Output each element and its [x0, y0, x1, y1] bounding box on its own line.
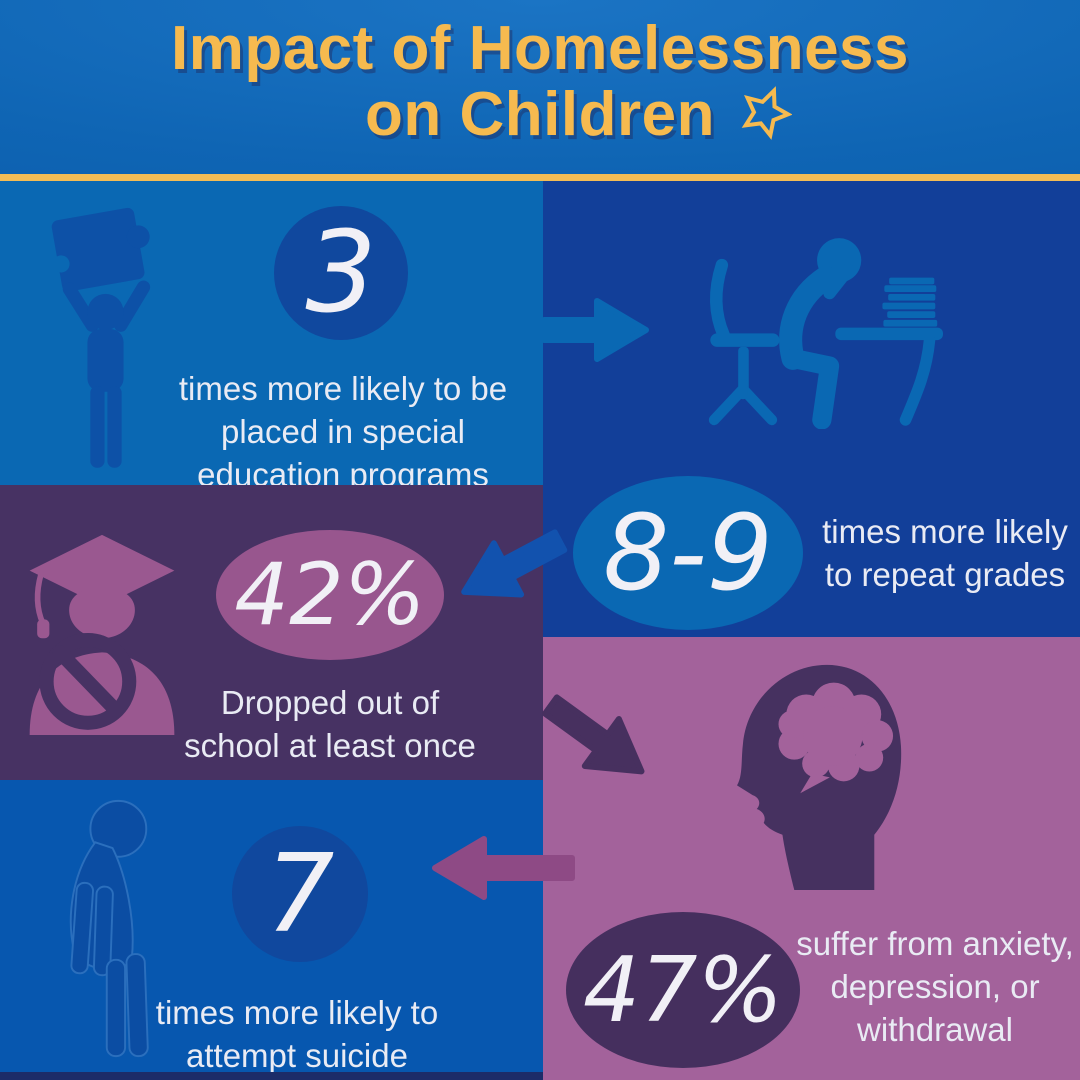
- caption-line: times more likely: [822, 513, 1068, 550]
- stat-value: 7: [265, 831, 335, 957]
- stat-value: 8-9: [603, 492, 773, 614]
- arrow-left-icon: [432, 836, 575, 900]
- arrow-down-left-icon: [461, 529, 568, 598]
- caption-line: placed in special: [221, 413, 465, 450]
- stat-badge-dropout: 42%: [216, 530, 444, 660]
- stat-badge-special-education: 3: [274, 206, 408, 340]
- sad-slumped-person-icon: [69, 799, 149, 1058]
- gold-divider: [0, 174, 1080, 181]
- person-holding-puzzle-icon: [51, 207, 151, 468]
- caption-line: depression, or: [830, 968, 1040, 1005]
- panel-anxiety: 47% suffer from anxiety, depression, or …: [543, 637, 1080, 1080]
- panel-suicide: 7 times more likely to attempt suicide: [0, 780, 543, 1072]
- panel-dropout: 42% Dropped out of school at least once: [0, 485, 543, 780]
- caption-line: Dropped out of: [220, 684, 440, 721]
- panel-repeat-grades: 8-9 times more likely to repeat grades: [543, 181, 1080, 637]
- caption-line: times more likely to: [155, 994, 439, 1031]
- student-slumped-at-desk-icon: [708, 238, 943, 429]
- arrow-right-icon: [541, 298, 649, 362]
- star-icon: [741, 86, 792, 140]
- stat-badge-anxiety: 47%: [566, 912, 800, 1068]
- caption-line: school at least once: [184, 727, 476, 764]
- graduate-prohibited-icon: [29, 534, 175, 735]
- stat-badge-repeat-grades: 8-9: [573, 476, 803, 630]
- arrow-down-right-icon: [542, 694, 645, 775]
- header: Impact of Homelessness on Children: [0, 0, 1080, 174]
- page-title: Impact of Homelessness on Children: [0, 16, 1080, 148]
- caption-line: education programs: [197, 456, 489, 485]
- title-line-1: Impact of Homelessness: [170, 14, 910, 83]
- caption-dropout: Dropped out of school at least once: [90, 681, 543, 767]
- stat-value: 3: [305, 208, 377, 338]
- caption-suicide: times more likely to attempt suicide: [57, 991, 537, 1072]
- caption-line: withdrawal: [857, 1011, 1013, 1048]
- head-with-brain-icon: [737, 664, 902, 890]
- caption-anxiety: suffer from anxiety, depression, or with…: [770, 922, 1080, 1051]
- stat-value: 42%: [234, 545, 426, 645]
- stat-badge-suicide: 7: [232, 826, 368, 962]
- title-line-2: on Children: [365, 80, 715, 149]
- caption-repeat-grades: times more likely to repeat grades: [785, 510, 1080, 596]
- caption-special-education: times more likely to be placed in specia…: [103, 367, 543, 485]
- caption-line: suffer from anxiety,: [796, 925, 1074, 962]
- caption-line: attempt suicide: [186, 1037, 408, 1072]
- panel-special-education: 3 times more likely to be placed in spec…: [0, 181, 543, 485]
- caption-line: to repeat grades: [824, 556, 1066, 593]
- stat-value: 47%: [582, 937, 784, 1043]
- bottom-strip: [0, 1072, 543, 1080]
- caption-line: times more likely to be: [178, 370, 508, 407]
